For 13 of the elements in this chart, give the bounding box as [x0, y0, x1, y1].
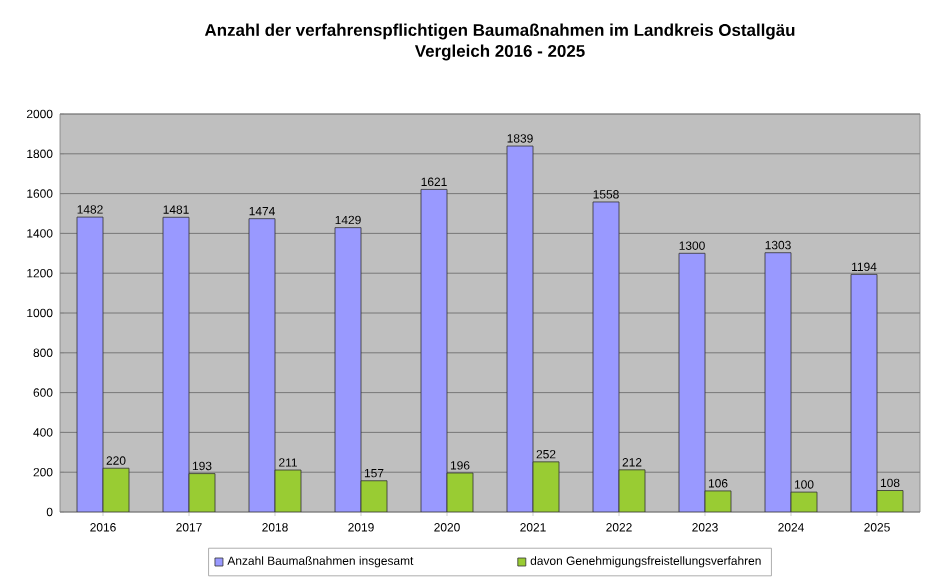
bar	[248, 218, 276, 512]
bar	[162, 216, 190, 512]
bar	[764, 252, 792, 512]
bar	[334, 227, 362, 512]
bar	[76, 216, 104, 512]
bar	[850, 273, 878, 512]
bar	[593, 201, 620, 512]
bar	[506, 145, 534, 512]
bar	[619, 469, 646, 512]
chart-title: Anzahl der verfahrenspflichtigen Baumaßnahmen im Landkreis Ostallgäu	[204, 23, 795, 40]
chart-subtitle: Vergleich 2016 - 2025	[414, 44, 585, 61]
bar	[678, 252, 706, 512]
bar	[420, 189, 448, 512]
